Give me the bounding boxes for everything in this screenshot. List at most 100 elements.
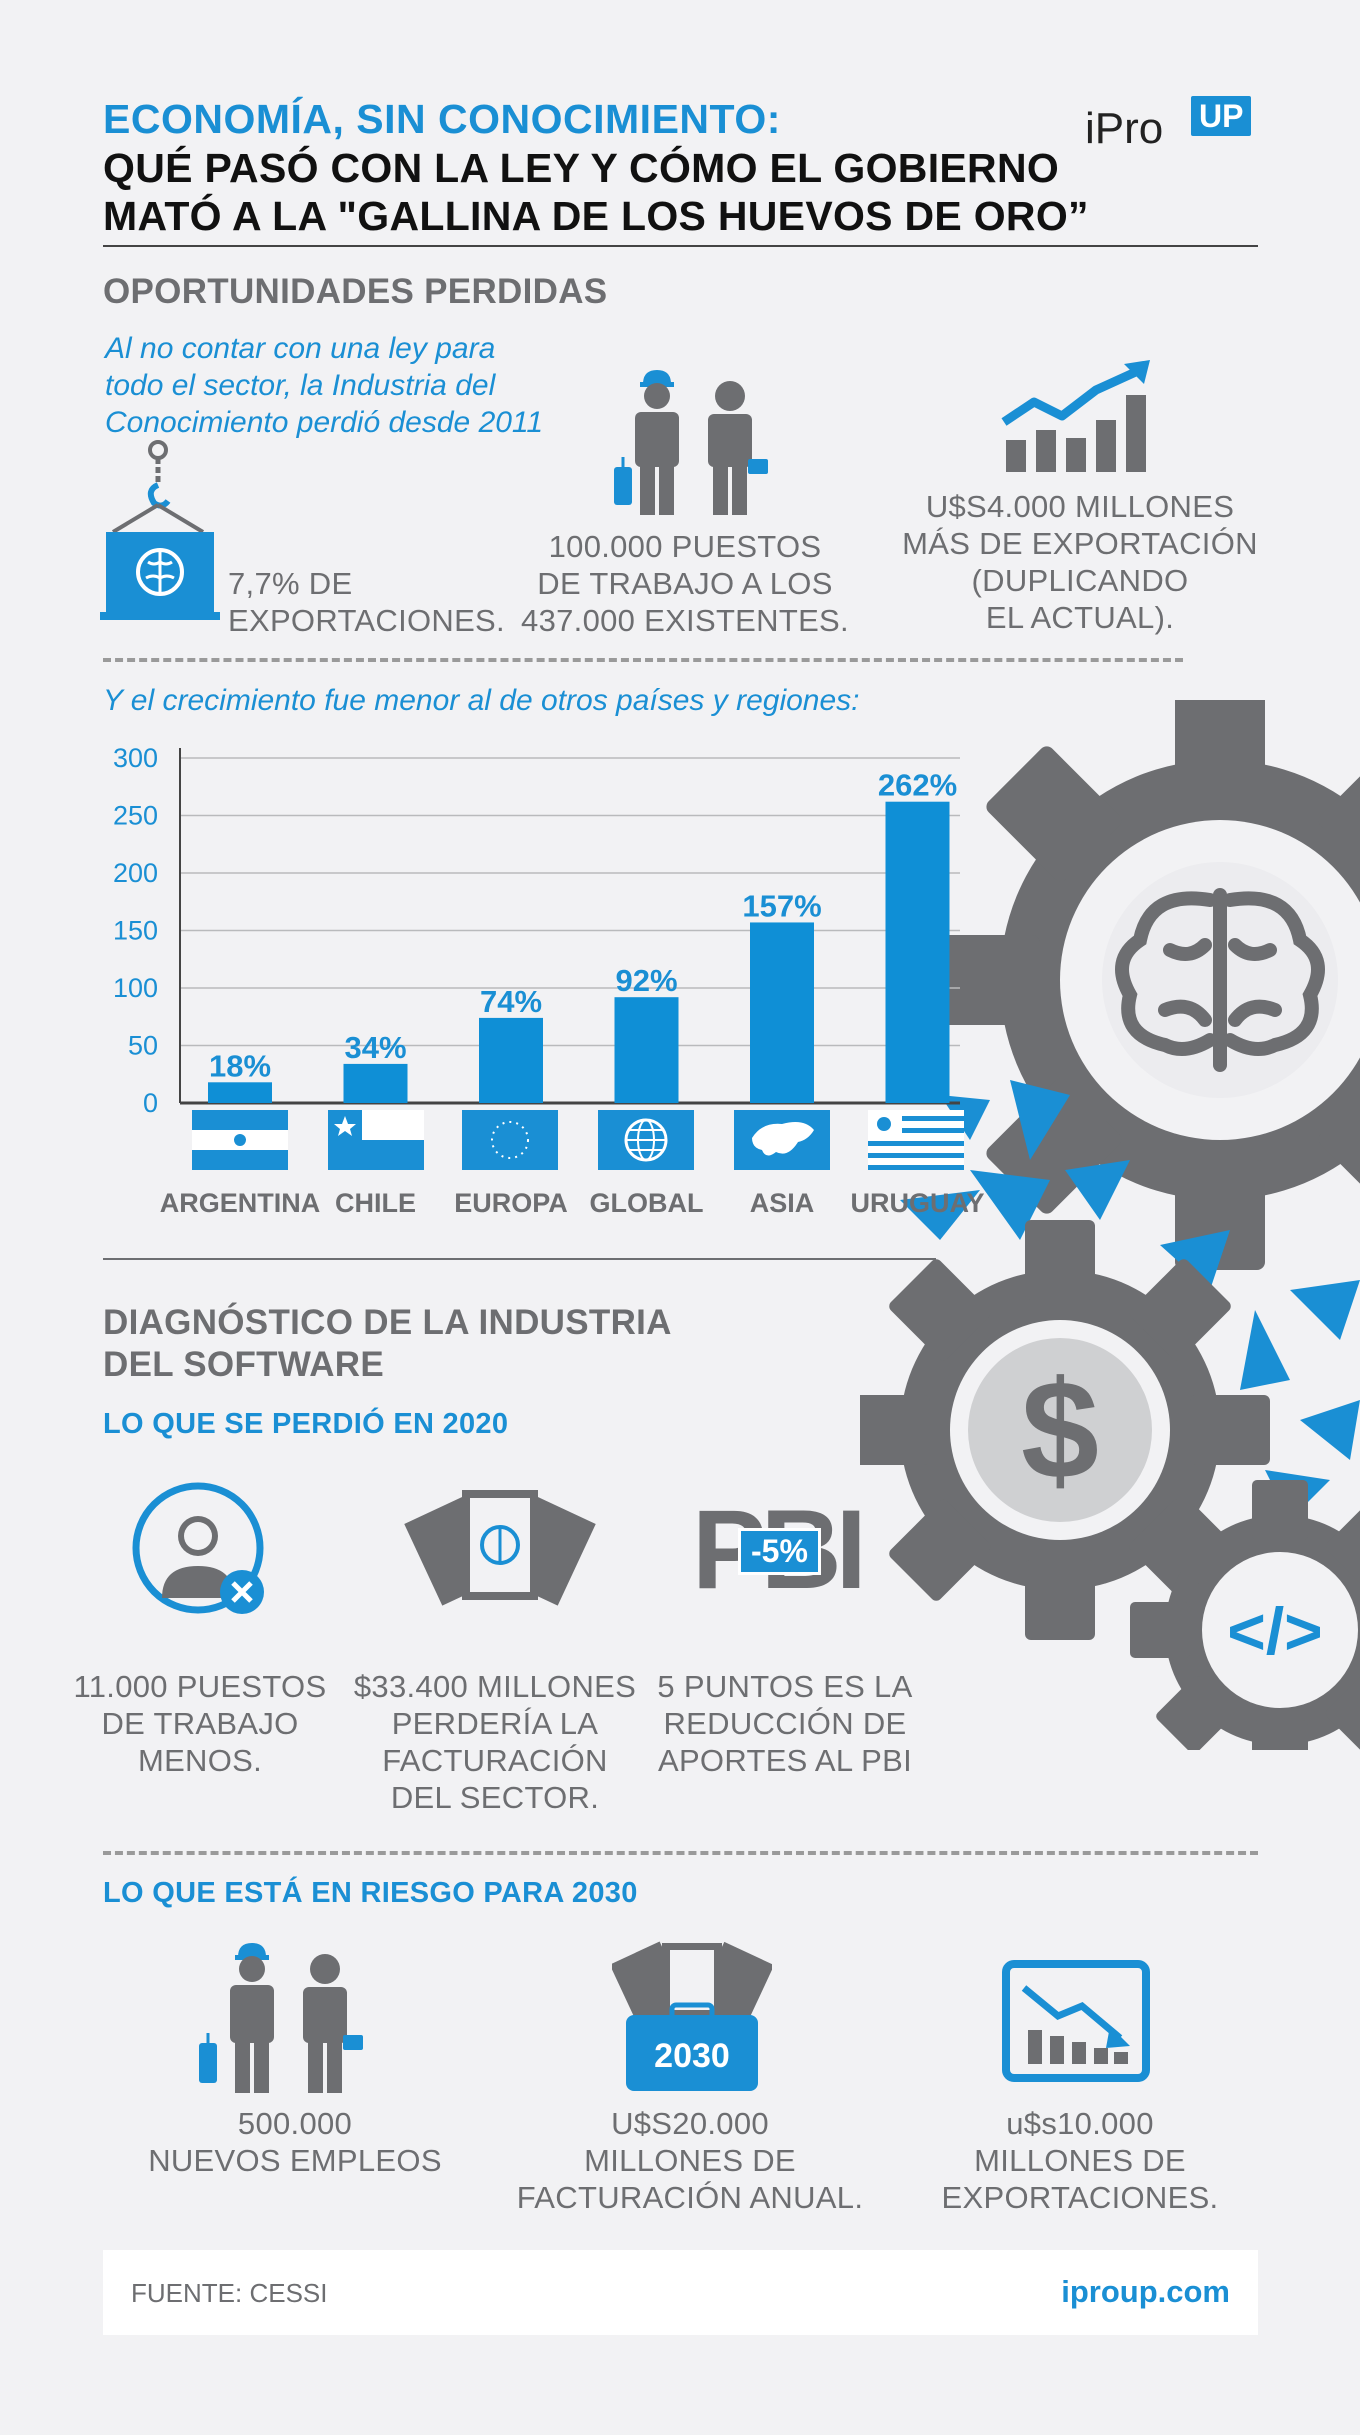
footer: FUENTE: CESSI iproup.com [103, 2250, 1258, 2335]
declining-chart-icon [1002, 1960, 1150, 2082]
lost2-line-4: DEL SECTOR. [390, 1780, 600, 1815]
workers-icon [614, 370, 768, 515]
bar-europa [479, 1017, 543, 1103]
briefcase-year: 2030 [654, 2037, 730, 2075]
lost2-line-3: FACTURACIÓN [382, 1743, 608, 1778]
stat-puestos: 100.000 PUESTOS DE TRABAJO A LOS 437.000… [510, 528, 860, 639]
risk-exportaciones: u$s10.000 MILLONES DE EXPORTACIONES. [900, 2105, 1260, 2216]
chart-intro: Y el crecimiento fue menor al de otros p… [103, 684, 860, 717]
title-line-2: QUÉ PASÓ CON LA LEY Y CÓMO EL GOBIERNO M… [103, 144, 1089, 240]
footer-source: FUENTE: CESSI [131, 2278, 328, 2308]
bar-asia [750, 922, 814, 1103]
title-line-2-text: QUÉ PASÓ CON LA LEY Y CÓMO EL GOBIERNO [103, 145, 1060, 191]
footer-site-link[interactable]: iproup.com [1061, 2274, 1230, 2309]
diagnostico-line-1: DIAGNÓSTICO DE LA INDUSTRIA [103, 1303, 672, 1342]
category-label-uruguay: URUGUAY [850, 1188, 984, 1218]
risk1-line-1: 500.000 [237, 2106, 353, 2141]
category-label-argentina: ARGENTINA [160, 1188, 321, 1218]
stat-exportaciones: 7,7% DE EXPORTACIONES. [228, 565, 505, 639]
bar-global [614, 997, 679, 1103]
title-line-1: ECONOMÍA, SIN CONOCIMIENTO: [103, 96, 781, 142]
stat-exportacion: U$S4.000 MILLONES MÁS DE EXPORTACIÓN (DU… [880, 488, 1280, 636]
new-workers-icon [199, 1943, 363, 2093]
risk-empleos: 500.000 NUEVOS EMPLEOS [130, 2105, 460, 2179]
lost3-line-2: REDUCCIÓN DE [663, 1706, 907, 1741]
money-bills-icon [404, 1490, 596, 1606]
y-tick-label: 100 [113, 973, 158, 1003]
stat3-line-4: EL ACTUAL). [985, 600, 1175, 635]
section2-dashed-divider [103, 1851, 1258, 1855]
risk-2030-heading: LO QUE ESTÁ EN RIESGO PARA 2030 [103, 1877, 638, 1909]
stat2-line-1: 100.000 PUESTOS [548, 529, 822, 564]
lost-2020-heading: LO QUE SE PERDIÓ EN 2020 [103, 1408, 509, 1440]
lost3-line-3: APORTES AL PBI [657, 1743, 913, 1778]
intro-line-3: Conocimiento perdió desde 2011 [105, 406, 544, 439]
risk2-line-2: MILLONES DE [584, 2143, 796, 2178]
flag-argentina [192, 1110, 288, 1170]
risk2-line-1: U$S20.000 [611, 2106, 769, 2141]
bar-chile [343, 1063, 408, 1103]
fired-person-icon [132, 1482, 264, 1614]
lost1-line-3: MENOS. [137, 1743, 263, 1778]
stat1-line-2: EXPORTACIONES. [228, 603, 505, 638]
section1-dashed-divider [103, 658, 1183, 662]
section-heading-oportunidades: OPORTUNIDADES PERDIDAS [103, 272, 608, 311]
y-tick-label: 250 [113, 801, 158, 831]
bar-value-label: 74% [480, 984, 542, 1019]
y-tick-label: 150 [113, 916, 158, 946]
crate-brain-icon [100, 440, 220, 620]
dollar-icon: $ [1021, 1351, 1099, 1508]
risk1-line-2: NUEVOS EMPLEOS [148, 2143, 442, 2178]
y-tick-label: 0 [143, 1088, 158, 1118]
intro-line-2: todo el sector, la Industria del [105, 369, 496, 402]
lost-puestos: 11.000 PUESTOS DE TRABAJO MENOS. [60, 1668, 340, 1779]
flag-uruguay [868, 1110, 964, 1170]
flag-global [598, 1110, 694, 1170]
stat2-line-2: DE TRABAJO A LOS [537, 566, 833, 601]
y-tick-label: 200 [113, 858, 158, 888]
diagnostico-line-2: DEL SOFTWARE [103, 1345, 385, 1384]
bar-value-label: 157% [742, 888, 821, 923]
bar-argentina [208, 1082, 272, 1103]
y-tick-label: 50 [128, 1031, 158, 1061]
risk2-line-3: FACTURACIÓN ANUAL. [516, 2180, 864, 2215]
stat3-line-3: (DUPLICANDO [971, 563, 1189, 598]
risk3-line-2: MILLONES DE [974, 2143, 1186, 2178]
lost1-line-1: 11.000 PUESTOS [73, 1669, 327, 1704]
logo-text: iPro [1085, 104, 1164, 153]
bar-value-label: 18% [209, 1048, 271, 1083]
lost-pbi: 5 PUNTOS ES LA REDUCCIÓN DE APORTES AL P… [640, 1668, 930, 1779]
flag-europa [462, 1110, 558, 1170]
pbi-icon: PBI -5% [692, 1490, 882, 1610]
lost2-line-2: PERDERÍA LA [391, 1706, 599, 1741]
chart-divider [103, 1258, 936, 1260]
lost-facturacion: $33.400 MILLONES PERDERÍA LA FACTURACIÓN… [345, 1668, 645, 1816]
category-label-europa: EUROPA [454, 1188, 568, 1218]
bar-value-label: 34% [344, 1030, 406, 1065]
bar-value-label: 92% [615, 963, 677, 998]
iproup-logo: iPro UP [1085, 96, 1265, 156]
code-icon: </> [1227, 1594, 1322, 1668]
growth-chart-icon [1001, 360, 1150, 472]
gears-decoration: $ </> [860, 700, 1360, 1750]
stat1-line-1: 7,7% DE [228, 566, 353, 601]
stat2-line-3: 437.000 EXISTENTES. [521, 603, 849, 638]
flag-chile [328, 1110, 424, 1170]
bar-value-label: 262% [878, 768, 957, 803]
pbi-badge: -5% [738, 1528, 821, 1575]
stat3-line-1: U$S4.000 MILLONES [925, 489, 1235, 524]
flag-asia [734, 1110, 830, 1170]
title-line-3-text: MATÓ A LA "GALLINA DE LOS HUEVOS DE ORO” [103, 193, 1089, 239]
lost1-line-2: DE TRABAJO [101, 1706, 299, 1741]
lost2-line-1: $33.400 MILLONES [353, 1669, 637, 1704]
section-heading-diagnostico: DIAGNÓSTICO DE LA INDUSTRIA DEL SOFTWARE [103, 1302, 672, 1386]
category-label-asia: ASIA [750, 1188, 815, 1218]
category-label-chile: CHILE [335, 1188, 416, 1218]
header-divider [103, 245, 1258, 247]
brain-gear-icon [1115, 888, 1325, 1072]
risk3-line-1: u$s10.000 [1006, 2106, 1154, 2141]
section1-intro: Al no contar con una ley para todo el se… [105, 330, 543, 441]
briefcase-2030-icon: 2030 [612, 1941, 772, 2091]
risk3-line-3: EXPORTACIONES. [941, 2180, 1219, 2215]
